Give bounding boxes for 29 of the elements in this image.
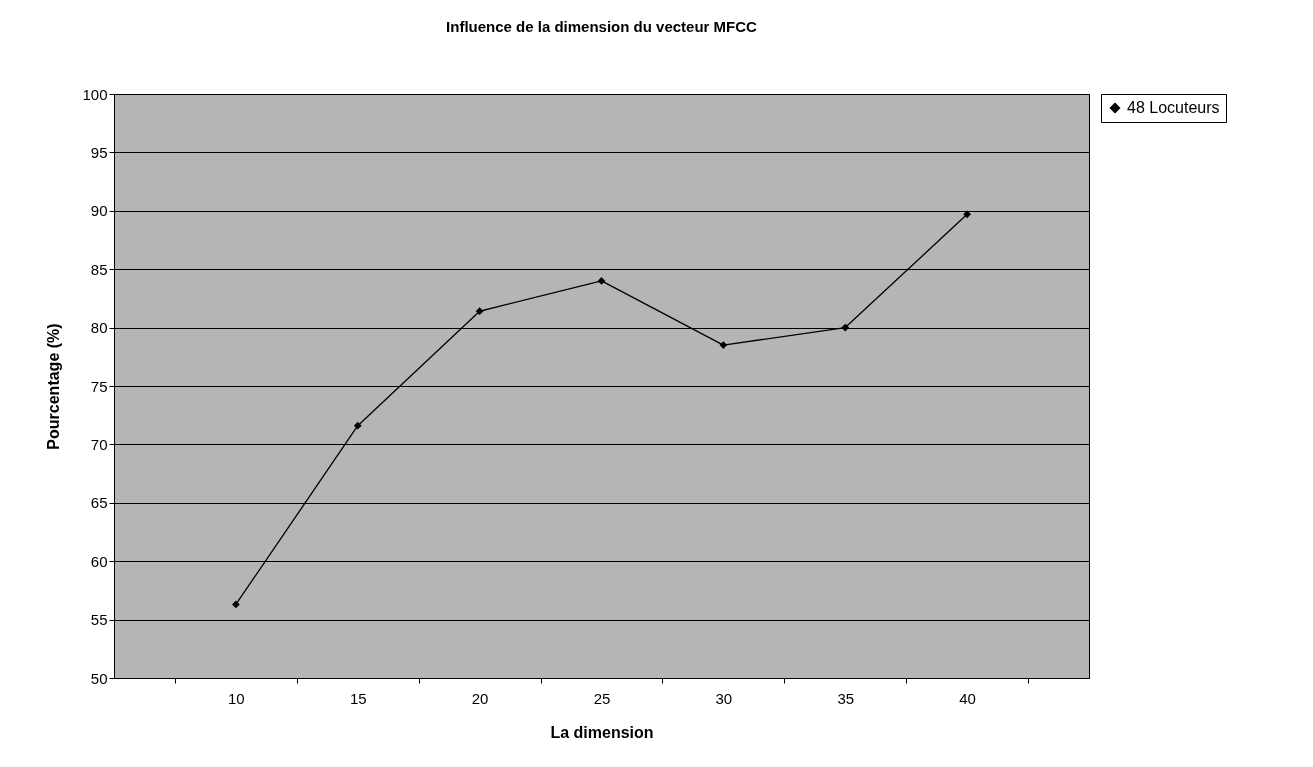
y-tick-label: 90 bbox=[90, 202, 108, 220]
legend-label: 48 Locuteurs bbox=[1127, 99, 1220, 116]
y-tick-label: 100 bbox=[82, 85, 108, 103]
point bbox=[353, 421, 362, 430]
y-tick-label: 85 bbox=[90, 260, 108, 278]
y-tick-label: 60 bbox=[90, 552, 108, 570]
x-tick-label: 15 bbox=[349, 689, 367, 707]
y-tick-label: 70 bbox=[90, 435, 108, 453]
x-tick-label: 30 bbox=[715, 689, 733, 707]
y-tick-label: 75 bbox=[90, 377, 108, 395]
y-tick-label: 65 bbox=[90, 494, 108, 512]
y-axis-title: Pourcentage (%) bbox=[45, 323, 63, 450]
x-tick-label: 25 bbox=[593, 689, 611, 707]
x-tick-label: 40 bbox=[959, 689, 976, 707]
x-axis-title: La dimension bbox=[550, 723, 654, 741]
y-tick-label: 50 bbox=[90, 669, 108, 687]
y-tick-label: 55 bbox=[90, 611, 108, 629]
chart-title: Influence de la dimension du vecteur MFCC bbox=[446, 18, 758, 35]
y-tick-label: 80 bbox=[90, 319, 108, 337]
point bbox=[963, 210, 971, 219]
point bbox=[597, 277, 606, 285]
x-tick-label: 20 bbox=[471, 689, 489, 707]
point bbox=[719, 341, 728, 349]
point bbox=[232, 600, 240, 609]
y-tick-label: 95 bbox=[90, 143, 108, 161]
point bbox=[475, 307, 484, 316]
x-tick-label: 35 bbox=[837, 689, 855, 707]
x-tick-label: 10 bbox=[228, 689, 245, 707]
point bbox=[841, 323, 850, 332]
